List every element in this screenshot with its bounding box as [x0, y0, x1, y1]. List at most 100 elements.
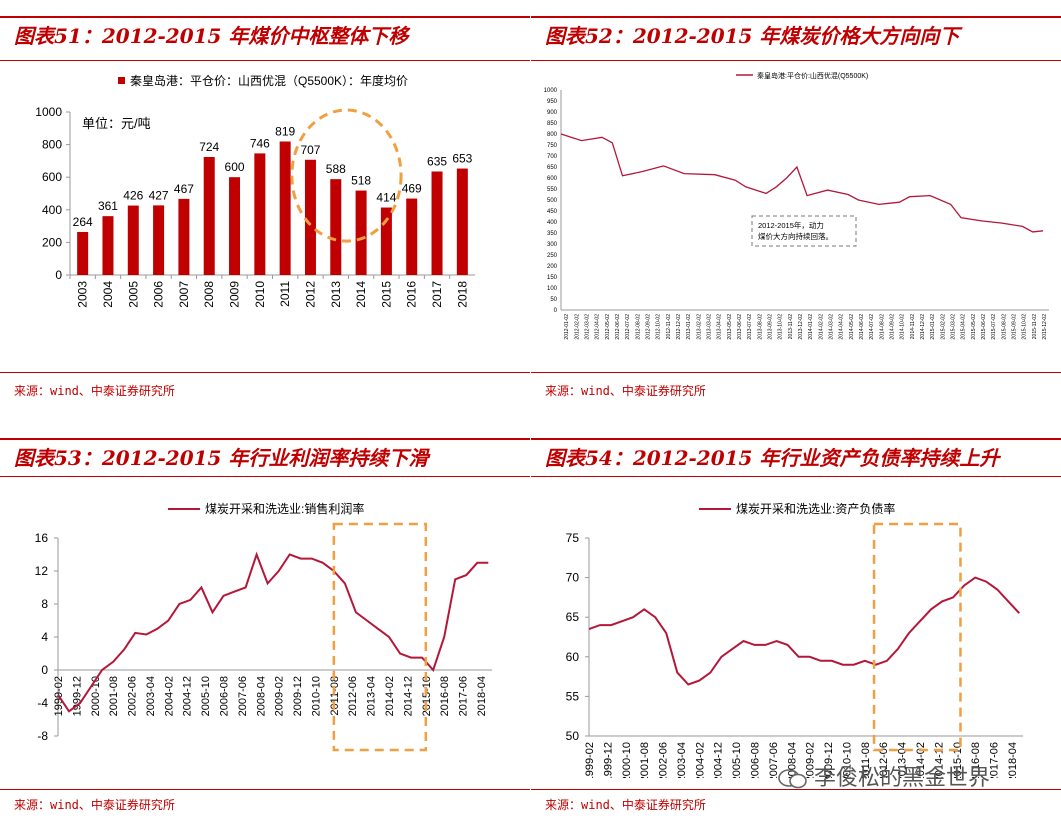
data-label: 600: [225, 160, 245, 174]
x-tick-label: 2013-04: [366, 676, 378, 716]
y-tick-label: 800: [547, 132, 558, 138]
y-tick-label: 0: [554, 308, 558, 314]
x-tick-label: 1999-12: [71, 676, 83, 716]
source-note: 来源：wind、中泰证券研究所: [14, 384, 175, 398]
annotation-box: [751, 215, 857, 247]
panel-title-rule: [531, 476, 1061, 477]
panel-debt-ratio: 图表54：2012-2015 年行业资产负债率持续上升 煤炭开采和洗选业:资产负…: [531, 422, 1061, 820]
x-tick-label: 2018: [455, 281, 469, 308]
x-tick-label: 2012-02-02: [574, 314, 580, 340]
x-tick-label: 2013-08-02: [757, 314, 763, 340]
x-tick-label: 2001-08: [639, 742, 651, 778]
panel-title: 图表53：2012-2015 年行业利润率持续下滑: [14, 446, 429, 470]
y-tick-label: 200: [547, 264, 558, 270]
x-tick-label: 2014-12-02: [920, 314, 926, 340]
x-tick-label: 2007-06: [237, 676, 249, 716]
bar: [355, 190, 367, 275]
x-tick-label: 2014-12: [402, 676, 414, 716]
x-tick-label: 2015-09-02: [1011, 314, 1017, 340]
y-tick-label: 12: [35, 564, 49, 578]
y-tick-label: 950: [547, 99, 558, 105]
x-tick-label: 2015-10: [421, 676, 433, 716]
x-tick-label: 2012-04-02: [595, 314, 601, 340]
data-label: 427: [149, 188, 169, 202]
x-tick-label: 2013-12-02: [798, 314, 804, 340]
x-tick-label: 2014-03-02: [828, 314, 834, 340]
x-tick-label: 2009-12: [823, 742, 835, 778]
x-tick-label: 2013-03-02: [706, 314, 712, 340]
y-tick-label: 150: [547, 275, 558, 281]
x-tick-label: 2009-12: [292, 676, 304, 716]
y-tick-label: 0: [55, 268, 62, 282]
y-tick-label: 550: [547, 187, 558, 193]
series-line: [560, 133, 1044, 233]
data-label: 819: [275, 125, 295, 139]
x-tick-label: 2007-06: [768, 742, 780, 778]
bar: [456, 168, 468, 275]
x-tick-label: 2012-03-02: [584, 314, 590, 340]
source-note: 来源：wind、中泰证券研究所: [545, 384, 706, 398]
bar: [229, 177, 241, 275]
data-label: 469: [402, 182, 422, 196]
x-tick-label: 2010-10: [310, 676, 322, 716]
x-tick-label: 2012-10-02: [656, 314, 662, 340]
x-tick-label: 2008: [202, 281, 216, 308]
x-tick-label: 2012-11-02: [666, 314, 672, 339]
x-tick-label: 1999-12: [602, 742, 614, 778]
x-tick-label: 2014-07-02: [869, 314, 875, 340]
panel-profit-margin: 图表53：2012-2015 年行业利润率持续下滑 煤炭开采和洗选业:销售利润率…: [0, 422, 530, 820]
x-tick-label: 2015-05-02: [971, 314, 977, 340]
data-label: 707: [300, 143, 320, 157]
legend-label: 煤炭开采和洗选业:销售利润率: [205, 501, 364, 516]
y-tick-label: 400: [42, 203, 62, 217]
panel-source-rule: [531, 372, 1061, 373]
x-tick-label: 2005-10: [200, 676, 212, 716]
bar: [279, 141, 291, 275]
x-tick-label: 2016-08: [970, 742, 982, 778]
bar: [254, 153, 266, 275]
y-tick-label: -8: [37, 729, 48, 743]
x-tick-label: 2006-08: [750, 742, 762, 778]
y-tick-label: 750: [547, 143, 558, 149]
annotation-text-line1: 2012-2015年，动力: [758, 220, 824, 230]
x-tick-label: 2015-08-02: [1001, 314, 1007, 340]
x-tick-label: 2017: [430, 281, 444, 308]
panel-coal-price-daily: 图表52：2012-2015 年煤炭价格大方向向下 秦皇岛港:平仓价:山西优混(…: [531, 0, 1061, 410]
x-tick-label: 2006: [152, 281, 166, 308]
highlight-box: [332, 522, 428, 752]
x-tick-label: 2010: [253, 281, 267, 308]
y-tick-label: 650: [547, 165, 558, 171]
data-label: 746: [250, 136, 270, 150]
x-tick-label: 2014-11-02: [910, 314, 916, 339]
panel-title-rule: [531, 60, 1061, 61]
x-tick-label: 2001-08: [108, 676, 120, 716]
y-tick-label: 75: [566, 531, 580, 545]
y-tick-label: 4: [41, 630, 48, 644]
bar: [178, 198, 190, 275]
x-tick-label: 2012-05-02: [605, 314, 611, 340]
x-tick-label: 2011-08: [329, 676, 341, 716]
legend-label: 秦皇岛港：平仓价：山西优混（Q5500K）：年度均价: [130, 73, 408, 88]
y-tick-label: 50: [550, 297, 557, 303]
x-tick-label: 2013-01-02: [686, 314, 692, 340]
y-tick-label: 1000: [544, 88, 558, 94]
bar: [127, 205, 139, 275]
panel-top-rule: [0, 438, 530, 440]
annotation-text-line2: 煤价大方向持续回落。: [758, 231, 833, 241]
x-tick-label: 2009: [228, 281, 242, 308]
x-tick-label: 2017-06: [458, 676, 470, 716]
y-tick-label: 70: [566, 571, 580, 585]
y-tick-label: 16: [35, 531, 49, 545]
bar: [102, 216, 114, 275]
x-tick-label: 2014-06-02: [859, 314, 865, 340]
y-tick-label: 100: [547, 286, 558, 292]
data-label: 361: [98, 199, 118, 213]
y-tick-label: 55: [566, 689, 580, 703]
bar: [431, 171, 443, 275]
x-tick-label: 2014-01-02: [808, 314, 814, 340]
y-tick-label: 600: [42, 170, 62, 184]
x-tick-label: 2012-07-02: [625, 314, 631, 340]
panel-title-rule: [0, 476, 530, 477]
unit-note: 单位：元/吨: [82, 116, 151, 131]
